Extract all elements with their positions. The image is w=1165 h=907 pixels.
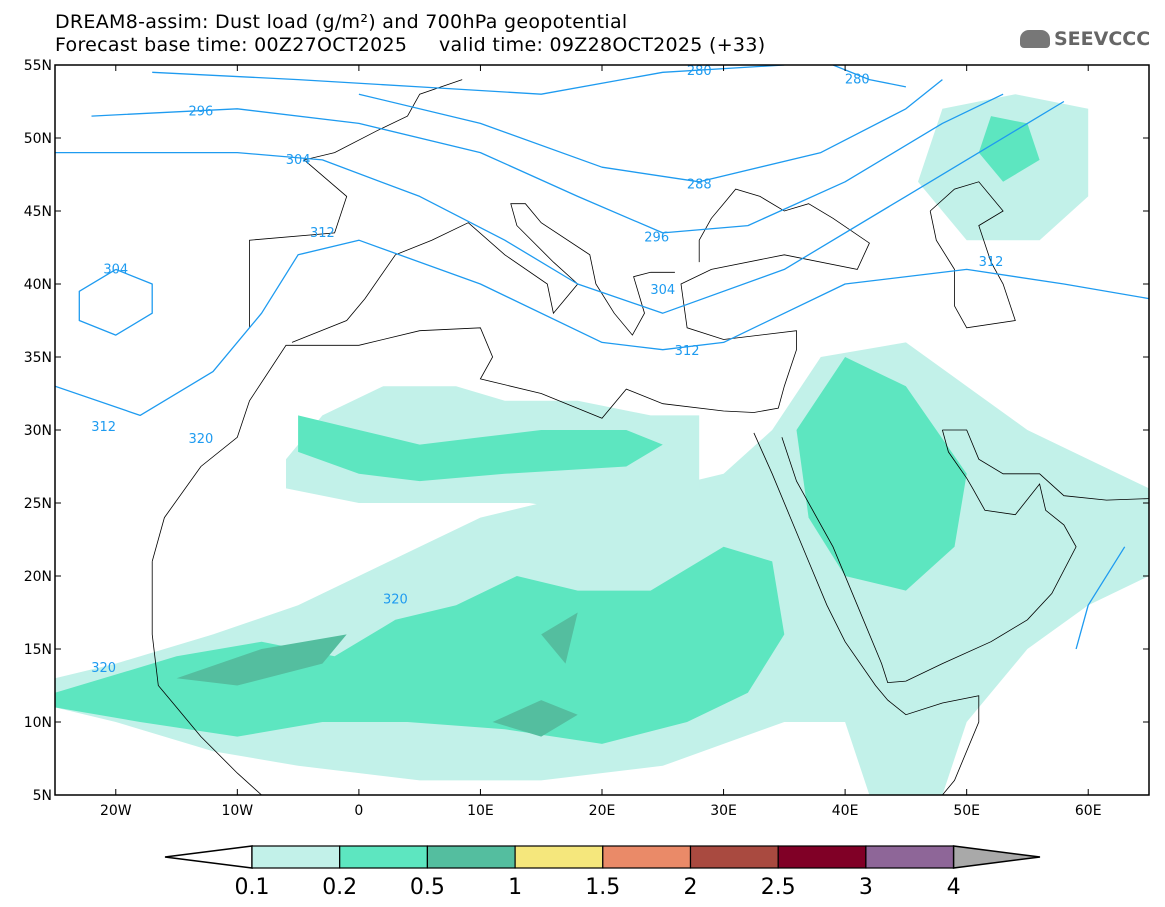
- legend-over-arrow: [952, 845, 1041, 869]
- contour-label: 280: [845, 73, 870, 88]
- legend-label: 2: [684, 875, 698, 900]
- dust-area: [978, 116, 1040, 182]
- dust-layer: [55, 94, 1149, 795]
- lon-tick-label: 20W: [100, 803, 132, 819]
- dust-area: [298, 415, 663, 482]
- lon-tick-label: 30E: [710, 803, 737, 819]
- legend-swatch: [339, 845, 429, 869]
- lat-tick-label: 55N: [24, 58, 52, 74]
- lat-tick-label: 15N: [24, 642, 52, 658]
- legend-swatch: [865, 845, 955, 869]
- contour-line-304: [78, 268, 153, 336]
- legend-swatch: [251, 845, 341, 869]
- contour-label: 320: [188, 432, 213, 447]
- contour-label: 312: [979, 255, 1004, 270]
- legend-label: 1.5: [585, 875, 620, 900]
- legend-swatch: [602, 845, 692, 869]
- contour-line-296: [91, 93, 1004, 234]
- coastline: [249, 79, 463, 328]
- coastline: [151, 561, 262, 795]
- legend-swatch: [426, 845, 516, 869]
- lon-tick-label: 40E: [832, 803, 859, 819]
- legend-swatch: [689, 845, 779, 869]
- lat-tick-label: 25N: [24, 496, 52, 512]
- geopotential-contours: 280 280 296 304 288 296 312 304 304 312 312 312 320 3…: [55, 64, 1149, 676]
- lat-tick-label: 30N: [24, 423, 52, 439]
- dust-area: [492, 700, 578, 737]
- contour-label: 296: [188, 105, 213, 120]
- cloud-icon: [1020, 30, 1050, 48]
- legend-swatch: [777, 845, 867, 869]
- lat-tick-label: 40N: [24, 277, 52, 293]
- contour-label: 312: [91, 420, 116, 435]
- contour-label: 312: [310, 226, 335, 241]
- lat-tick-label: 35N: [24, 350, 52, 366]
- coastline: [291, 203, 675, 343]
- contour-label: 304: [286, 153, 311, 168]
- map-axes: 55N 50N 45N 40N 35N 30N 25N 20N 15N 10N 5N 20W 10W 0 1…: [24, 58, 1150, 819]
- lat-tick-label: 10N: [24, 715, 52, 731]
- legend-label: 1: [508, 875, 522, 900]
- coastline: [151, 188, 870, 562]
- lon-tick-label: 0: [354, 803, 363, 819]
- lon-tick-label: 20E: [589, 803, 616, 819]
- lat-tick-label: 5N: [33, 788, 52, 804]
- lon-tick-label: 10W: [221, 803, 253, 819]
- contour-line-312: [55, 239, 1149, 417]
- contour-label: 304: [103, 262, 128, 277]
- contour-label: 296: [644, 230, 669, 245]
- lon-tick-label: 10E: [467, 803, 494, 819]
- base-time: Forecast base time: 00Z27OCT2025: [55, 34, 408, 56]
- legend-swatch: [514, 845, 604, 869]
- legend-label: 0.1: [235, 875, 270, 900]
- seevccc-logo: SEEVCCC: [1020, 28, 1150, 50]
- dust-area: [796, 357, 967, 591]
- map-subtitle: Forecast base time: 00Z27OCT2025 valid t…: [55, 34, 765, 56]
- dust-area: [541, 612, 578, 664]
- legend-label: 3: [859, 875, 873, 900]
- lat-tick-label: 20N: [24, 569, 52, 585]
- valid-time: valid time: 09Z28OCT2025 (+33): [439, 34, 766, 56]
- legend-label: 0.2: [322, 875, 357, 900]
- legend-under-arrow: [164, 845, 253, 869]
- lat-tick-label: 50N: [24, 131, 52, 147]
- contour-label: 320: [91, 661, 116, 676]
- contour-label: 288: [687, 178, 712, 193]
- contour-line-288: [358, 79, 943, 183]
- coastlines: [151, 79, 1149, 795]
- dust-area: [55, 546, 785, 744]
- contour-label: 280: [687, 64, 712, 79]
- legend-label: 4: [947, 875, 961, 900]
- lon-tick-label: 60E: [1075, 803, 1102, 819]
- contour-label: 320: [383, 592, 408, 607]
- coastline: [781, 429, 1077, 684]
- contour-line-304: [55, 100, 1065, 314]
- lon-tick-label: 50E: [953, 803, 980, 819]
- contour-line-312: [1075, 546, 1126, 650]
- contour-label: 312: [675, 344, 700, 359]
- lat-tick-label: 45N: [24, 204, 52, 220]
- contour-line-280: [152, 65, 785, 95]
- color-legend: 0.1 0.2 0.5 1 1.5 2 2.5 3 4: [164, 845, 1041, 900]
- map-title: DREAM8-assim: Dust load (g/m²) and 700hP…: [55, 11, 628, 33]
- legend-label: 0.5: [410, 875, 445, 900]
- dust-area: [176, 634, 347, 686]
- legend-label: 2.5: [761, 875, 796, 900]
- logo-text: SEEVCCC: [1054, 28, 1151, 50]
- coastline: [929, 181, 1016, 329]
- coastline: [942, 429, 1149, 501]
- coastline: [753, 432, 980, 795]
- contour-label: 304: [650, 283, 675, 298]
